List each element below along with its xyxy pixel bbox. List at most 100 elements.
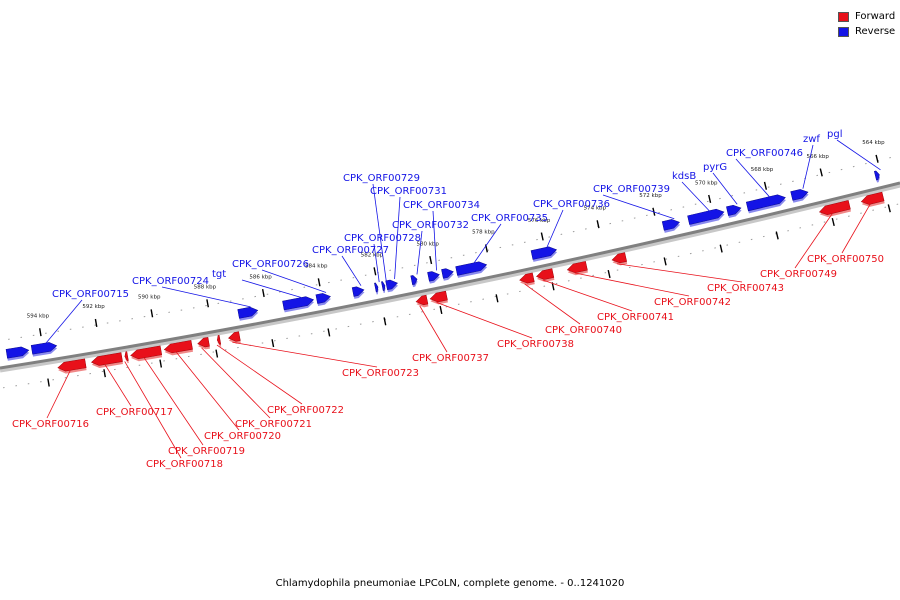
tick-mark-lower [47,378,50,387]
forward-gene [818,200,851,218]
tick-label: 570 kbp [695,180,718,186]
forward-gene [130,345,163,362]
tick-label: 566 kbp [807,154,830,160]
tick-mark [540,232,544,241]
reverse-gene-leader [341,255,362,286]
tick-mark-lower [439,305,443,315]
forward-gene-label: CPK_ORF00749 [760,269,837,280]
reverse-gene-leader [802,144,814,189]
forward-gene-label: CPK_ORF00750 [807,254,884,265]
forward-gene-leader [524,283,581,325]
reverse-gene-leader [394,196,401,280]
tick-mark [373,267,377,276]
reverse-gene [374,282,379,295]
legend-item-forward: Forward [838,9,895,24]
reverse-gene [410,275,418,288]
forward-gene [57,358,87,374]
reverse-gene-label: CPK_ORF00726 [232,259,309,270]
tick-mark-lower [383,317,387,326]
forward-gene [91,352,123,368]
reverse-gene-label: CPK_ORF00746 [726,148,803,159]
tick-label: 564 kbp [862,140,885,146]
forward-gene-leader [232,341,378,368]
axis-shadow [0,182,900,373]
reverse-gene-label: pgl [827,129,842,140]
map-layer: 594 kbp 592 kbp 590 kbp 588 kbp 586 kbp 584 k… [0,129,900,470]
upper-guide [0,156,894,342]
forward-gene-leader [216,344,303,405]
reverse-gene [530,246,558,262]
tick-mark [94,318,98,327]
reverse-gene-label: CPK_ORF00727 [312,245,389,256]
forward-gene-label: CPK_ORF00717 [96,407,173,418]
tick-mark-lower [271,339,275,348]
reverse-gene-label: CPK_ORF00736 [533,199,610,210]
forward-gene-leader [436,302,533,339]
reverse-gene-leader [546,209,564,248]
forward-gene-leader [574,272,690,297]
tick-mark-lower [719,244,723,253]
genome-axis [0,181,900,370]
reverse-gene-label: CPK_ORF00724 [132,276,209,287]
forward-gene-label: CPK_ORF00718 [146,459,223,470]
reverse-gene [30,342,58,357]
reverse-gene-leader [161,286,251,308]
tick-mark [596,220,600,229]
reverse-gene-label: CPK_ORF00735 [471,213,548,224]
tick-label: 594 kbp [27,313,50,319]
reverse-gene-label: CPK_ORF00728 [344,233,421,244]
forward-gene [566,261,588,276]
tick-mark [206,299,210,308]
reverse-gene-leader [836,139,881,171]
forward-gene-leader [616,263,743,283]
reverse-gene [745,194,786,214]
forward-gene-label: CPK_ORF00737 [412,353,489,364]
tick-label: 586 kbp [249,274,272,280]
reverse-gene-leader [46,299,83,343]
reverse-gene-leader [735,158,770,197]
reverse-gene-leader [473,223,502,263]
forward-swatch [838,11,849,22]
forward-gene-label: CPK_ORF00741 [597,312,674,323]
forward-gene-label: CPK_ORF00742 [654,297,731,308]
reverse-gene [790,189,809,203]
reverse-gene [315,293,331,306]
reverse-gene-leader [432,210,437,271]
reverse-gene [5,346,30,361]
forward-gene [228,331,241,344]
tick-mark [317,278,321,287]
forward-gene [519,272,535,286]
forward-gene [415,294,429,308]
reverse-gene-label: tgt [212,269,226,280]
reverse-gene-leader [241,279,302,298]
legend-item-reverse: Reverse [838,24,895,39]
forward-gene-label: CPK_ORF00716 [12,419,89,430]
tick-label: 582 kbp [361,253,384,259]
reverse-gene-leader [712,172,738,205]
legend: Forward Reverse [838,9,895,39]
reverse-gene-label: CPK_ORF00729 [343,173,420,184]
reverse-gene [687,208,725,228]
tick-label: 572 kbp [639,193,662,199]
forward-gene-leader [46,370,71,419]
reverse-gene [661,219,681,233]
tick-mark-lower [607,269,611,279]
forward-gene [536,268,555,282]
reverse-gene-label: pyrG [703,162,727,173]
forward-gene-label: CPK_ORF00743 [707,283,784,294]
reverse-gene-leader [261,269,327,293]
forward-gene-label: CPK_ORF00722 [267,405,344,416]
tick-mark [819,168,823,177]
tick-label: 592 kbp [82,304,105,310]
reverse-gene [351,286,365,299]
forward-gene [197,337,210,350]
forward-gene-label: CPK_ORF00720 [204,431,281,442]
reverse-gene-leader [416,230,423,275]
forward-gene [429,290,448,305]
legend-label-forward: Forward [855,11,896,22]
forward-gene-leader [841,204,871,254]
reverse-gene-label: CPK_ORF00715 [52,289,129,300]
forward-gene-label: CPK_ORF00719 [168,446,245,457]
reverse-gene [441,268,454,281]
